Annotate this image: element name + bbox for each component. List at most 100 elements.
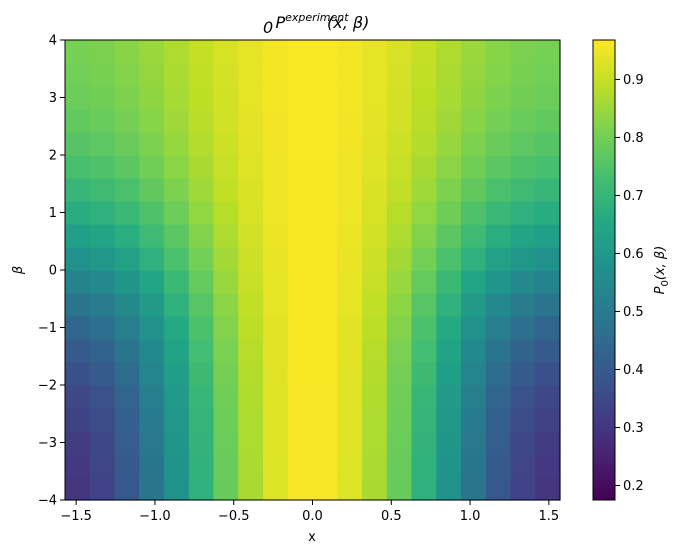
- heatmap-cell: [510, 63, 536, 87]
- colorbar-frame: [592, 39, 616, 501]
- heatmap-cell: [362, 132, 388, 156]
- heatmap-cell: [485, 270, 512, 294]
- heatmap-cell: [535, 86, 561, 110]
- heatmap-cell: [188, 201, 215, 225]
- heatmap-cell: [287, 86, 314, 110]
- heatmap-cell: [312, 247, 338, 271]
- heatmap-cell: [362, 362, 388, 386]
- heatmap-cell: [164, 431, 190, 455]
- heatmap-cell: [485, 431, 512, 455]
- heatmap-cell: [89, 385, 116, 409]
- heatmap-cell: [164, 155, 190, 179]
- heatmap-cell: [436, 109, 462, 133]
- heatmap-cell: [188, 86, 215, 110]
- svg-text:Pexperiment: Pexperiment: [275, 11, 349, 32]
- heatmap-cell: [65, 132, 91, 156]
- heatmap-cell: [139, 385, 165, 409]
- heatmap-cell: [89, 155, 116, 179]
- heatmap-cell: [287, 247, 314, 271]
- heatmap-cell: [535, 408, 561, 432]
- heatmap-cell: [188, 178, 215, 202]
- heatmap-cell: [238, 132, 264, 156]
- heatmap-cell: [485, 109, 512, 133]
- heatmap-cell: [89, 40, 116, 64]
- x-axis-ticks: −1.5 −1.0 −0.5 0.0 0.5 1.0 1.5: [60, 500, 559, 524]
- heatmap-cell: [337, 201, 363, 225]
- heatmap-cell: [263, 293, 289, 317]
- heatmap-cell: [164, 63, 190, 87]
- heatmap-cell: [287, 293, 314, 317]
- heatmap-cell: [213, 132, 239, 156]
- heatmap-cell: [89, 293, 116, 317]
- heatmap-cell: [164, 40, 190, 64]
- heatmap-cell: [485, 178, 512, 202]
- heatmap-cell: [263, 224, 289, 248]
- heatmap-cell: [164, 201, 190, 225]
- heatmap-cell: [386, 270, 413, 294]
- heatmap-cell: [461, 362, 487, 386]
- heatmap-cell: [238, 385, 264, 409]
- heatmap-cell: [535, 270, 561, 294]
- heatmap-cell: [188, 385, 215, 409]
- heatmap-cell: [362, 178, 388, 202]
- heatmap-cell: [436, 63, 462, 87]
- heatmap-cell: [485, 40, 512, 64]
- heatmap-cell: [337, 477, 363, 501]
- heatmap-cell: [535, 362, 561, 386]
- heatmap-cell: [386, 40, 413, 64]
- heatmap-cell: [337, 339, 363, 363]
- heatmap-cell: [89, 224, 116, 248]
- colorbar-ticks: 0.2 0.3 0.4 0.5 0.6 0.7 0.8 0.9: [615, 73, 644, 494]
- heatmap-cell: [386, 109, 413, 133]
- heatmap-cell: [337, 293, 363, 317]
- heatmap-cell: [238, 178, 264, 202]
- heatmap-cell: [114, 385, 140, 409]
- heatmap-cell: [337, 224, 363, 248]
- heatmap-cell: [263, 270, 289, 294]
- heatmap-cell: [411, 477, 437, 501]
- heatmap-cell: [213, 454, 239, 478]
- heatmap-cell: [188, 132, 215, 156]
- heatmap-cell: [461, 63, 487, 87]
- heatmap-cell: [114, 408, 140, 432]
- heatmap-cell: [411, 109, 437, 133]
- heatmap-cell: [188, 109, 215, 133]
- heatmap-cell: [139, 247, 165, 271]
- heatmap-cell: [436, 201, 462, 225]
- heatmap-cell: [89, 339, 116, 363]
- heatmap-cell: [386, 132, 413, 156]
- heatmap-cell: [510, 86, 536, 110]
- heatmap-cell: [164, 224, 190, 248]
- y-tick-label: −2: [38, 379, 57, 394]
- x-tick-label: 0.5: [381, 509, 402, 524]
- heatmap-cell: [65, 63, 91, 87]
- x-tick-label: 0.0: [302, 509, 323, 524]
- heatmap-cell: [164, 316, 190, 340]
- heatmap-cell: [461, 316, 487, 340]
- heatmap-cell: [510, 293, 536, 317]
- heatmap-cell: [139, 86, 165, 110]
- y-axis-label: β: [11, 266, 26, 275]
- heatmap-cell: [89, 109, 116, 133]
- heatmap-cell: [65, 293, 91, 317]
- heatmap-cell: [362, 109, 388, 133]
- heatmap-cell: [485, 293, 512, 317]
- heatmap-cell: [436, 86, 462, 110]
- heatmap-cell: [386, 155, 413, 179]
- heatmap-cell: [461, 408, 487, 432]
- heatmap-cell: [362, 431, 388, 455]
- heatmap-cell: [65, 155, 91, 179]
- heatmap-cell: [485, 132, 512, 156]
- heatmap-cell: [485, 201, 512, 225]
- heatmap-cell: [411, 316, 437, 340]
- heatmap-cell: [188, 408, 215, 432]
- heatmap-cell: [436, 155, 462, 179]
- heatmap-cell: [65, 477, 91, 501]
- heatmap-cell: [485, 339, 512, 363]
- heatmap-cell: [337, 40, 363, 64]
- heatmap-cell: [139, 339, 165, 363]
- heatmap-cell: [535, 247, 561, 271]
- heatmap-cell: [337, 247, 363, 271]
- heatmap-cell: [461, 109, 487, 133]
- heatmap-cell: [312, 109, 338, 133]
